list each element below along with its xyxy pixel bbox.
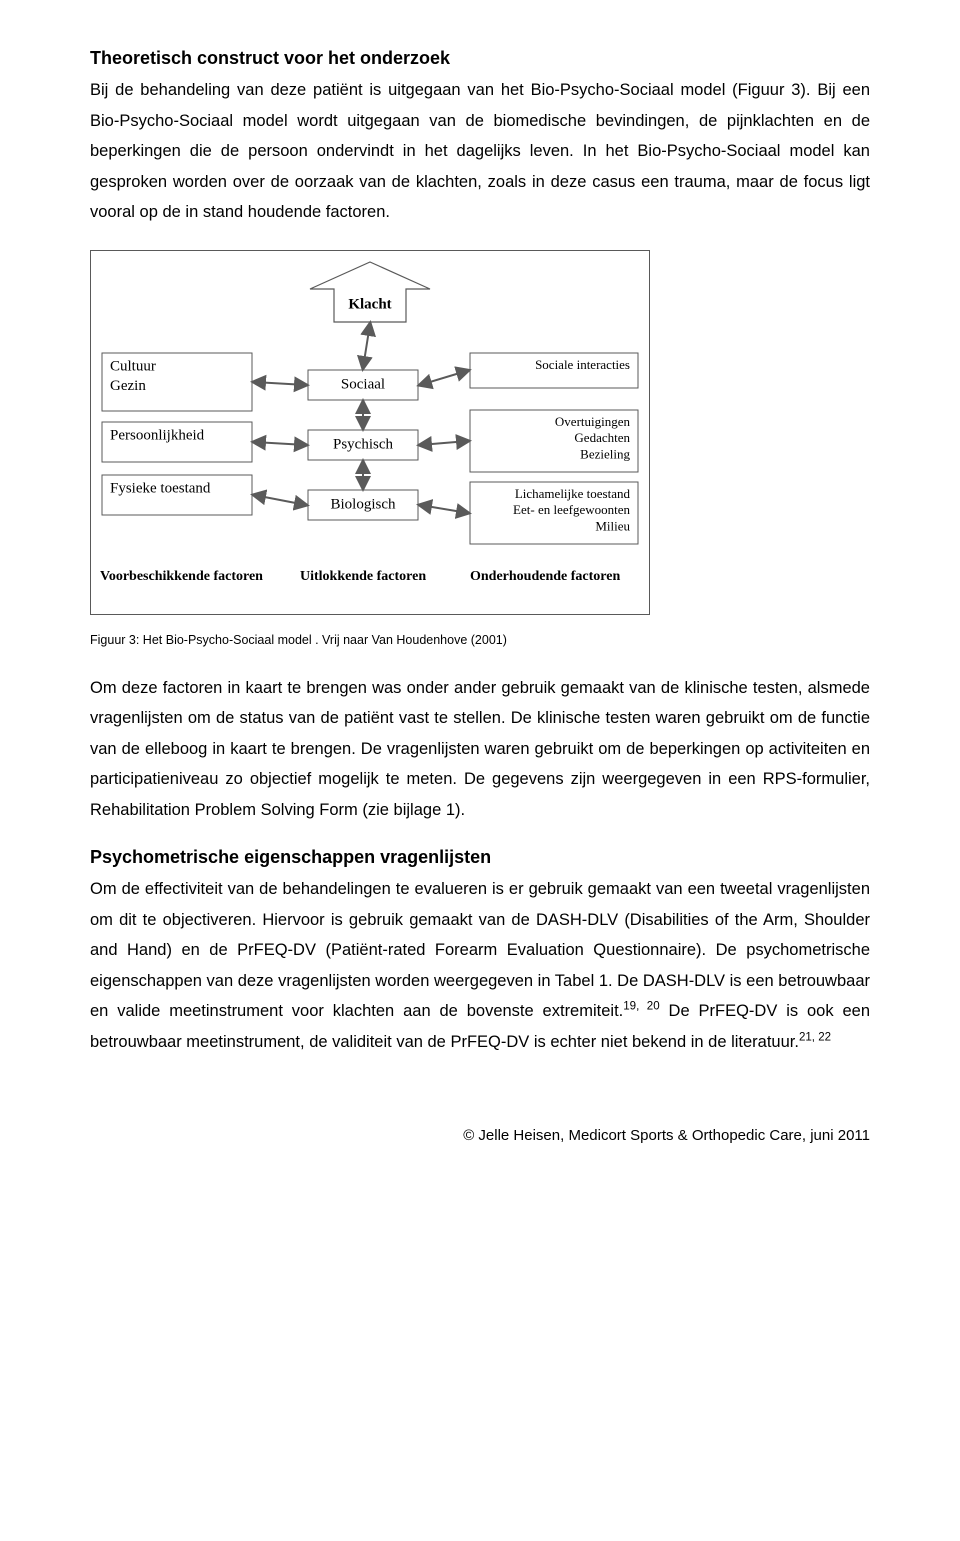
svg-text:Eet- en leefgewoonten: Eet- en leefgewoonten xyxy=(513,502,630,517)
section3-para: Om de effectiviteit van de behandelingen… xyxy=(90,874,870,1057)
svg-text:Overtuigingen: Overtuigingen xyxy=(555,414,631,429)
svg-text:Klacht: Klacht xyxy=(348,296,391,312)
svg-text:Fysieke toestand: Fysieke toestand xyxy=(110,480,211,496)
figure-3-caption: Figuur 3: Het Bio-Psycho-Sociaal model .… xyxy=(90,633,870,647)
svg-text:Bezieling: Bezieling xyxy=(580,446,630,461)
section1-para: Bij de behandeling van deze patiënt is u… xyxy=(90,75,870,228)
svg-text:Cultuur: Cultuur xyxy=(110,358,156,374)
section3-text-a: Om de effectiviteit van de behandelingen… xyxy=(90,880,870,1020)
svg-text:Onderhoudende factoren: Onderhoudende factoren xyxy=(470,569,620,584)
citation-19-20: 19, 20 xyxy=(623,1001,659,1013)
svg-text:Biologisch: Biologisch xyxy=(330,496,396,512)
citation-21-22: 21, 22 xyxy=(799,1031,831,1043)
section1-title: Theoretisch construct voor het onderzoek xyxy=(90,48,870,69)
svg-text:Gedachten: Gedachten xyxy=(574,430,630,445)
figure-3: Klacht Sociaal Psychisch Biologisch Cultuur G… xyxy=(90,250,870,615)
svg-text:Lichamelijke toestand: Lichamelijke toestand xyxy=(515,486,631,501)
svg-text:Voorbeschikkende factoren: Voorbeschikkende factoren xyxy=(100,569,263,584)
bio-psycho-sociaal-diagram: Klacht Sociaal Psychisch Biologisch Cultuur G… xyxy=(90,250,650,615)
page-footer: © Jelle Heisen, Medicort Sports & Orthop… xyxy=(90,1127,870,1144)
section3-title: Psychometrische eigenschappen vragenlijs… xyxy=(90,847,870,868)
svg-text:Gezin: Gezin xyxy=(110,378,146,394)
svg-text:Sociaal: Sociaal xyxy=(341,376,385,392)
svg-text:Sociale interacties: Sociale interacties xyxy=(535,357,630,372)
svg-text:Uitlokkende factoren: Uitlokkende factoren xyxy=(300,569,426,584)
svg-text:Milieu: Milieu xyxy=(595,518,630,533)
svg-text:Psychisch: Psychisch xyxy=(333,436,394,452)
section2-para: Om deze factoren in kaart te brengen was… xyxy=(90,673,870,826)
svg-text:Persoonlijkheid: Persoonlijkheid xyxy=(110,427,205,443)
